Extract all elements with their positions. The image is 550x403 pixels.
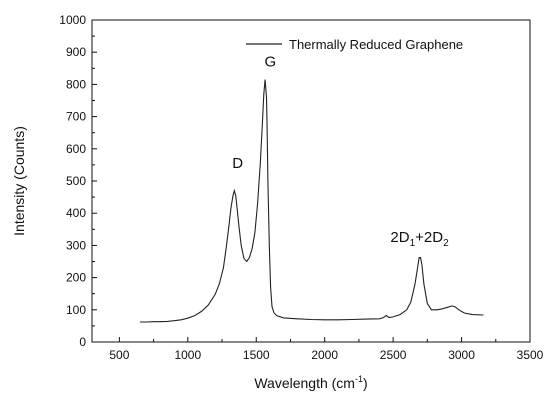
y-tick-label: 1000 bbox=[59, 13, 86, 27]
peak-annotations: D G 2D1+2D2 bbox=[232, 54, 449, 249]
peak-label-part: 2D bbox=[390, 229, 409, 246]
y-tick-label: 800 bbox=[66, 77, 86, 91]
y-tick-label: 700 bbox=[66, 110, 86, 124]
x-tick-label: 500 bbox=[109, 348, 129, 362]
series-line-thermally-reduced-graphene bbox=[139, 79, 484, 323]
x-tick-label: 2500 bbox=[380, 348, 407, 362]
y-axis-ticks: 0 100 200 300 400 500 600 700 800 900 1000 bbox=[59, 13, 97, 349]
x-axis-title-main: Wavelength (cm bbox=[254, 375, 355, 391]
y-tick-label: 200 bbox=[66, 271, 86, 285]
y-tick-label: 600 bbox=[66, 142, 86, 156]
peak-label: D bbox=[232, 155, 243, 172]
y-tick-label: 500 bbox=[66, 174, 86, 188]
x-tick-label: 3000 bbox=[448, 348, 475, 362]
x-tick-label: 1000 bbox=[174, 348, 201, 362]
plot-frame bbox=[91, 19, 531, 343]
peak-label: 2D1+2D2 bbox=[390, 229, 449, 249]
x-tick-label: 1500 bbox=[243, 348, 270, 362]
y-tick-label: 100 bbox=[66, 303, 86, 317]
x-axis-ticks: 500 1000 1500 2000 2500 3000 3500 bbox=[109, 337, 544, 362]
x-axis-title-close: ) bbox=[363, 375, 368, 391]
peak-label: G bbox=[264, 54, 276, 71]
peak-label-subscript: 1 bbox=[410, 238, 416, 249]
x-tick-label: 3500 bbox=[517, 348, 544, 362]
x-axis-title: Wavelength (cm-1) bbox=[254, 374, 367, 391]
x-axis-title-superscript: -1 bbox=[355, 374, 363, 384]
legend-label: Thermally Reduced Graphene bbox=[289, 37, 463, 52]
y-tick-label: 300 bbox=[66, 238, 86, 252]
y-axis-title: Intensity (Counts) bbox=[11, 126, 27, 236]
peak-label-part: +2D bbox=[415, 229, 443, 246]
y-tick-label: 900 bbox=[66, 45, 86, 59]
legend: Thermally Reduced Graphene bbox=[246, 37, 463, 52]
y-tick-label: 400 bbox=[66, 206, 86, 220]
x-tick-label: 2000 bbox=[311, 348, 338, 362]
y-tick-label: 0 bbox=[79, 335, 86, 349]
peak-label-subscript: 2 bbox=[443, 238, 449, 249]
